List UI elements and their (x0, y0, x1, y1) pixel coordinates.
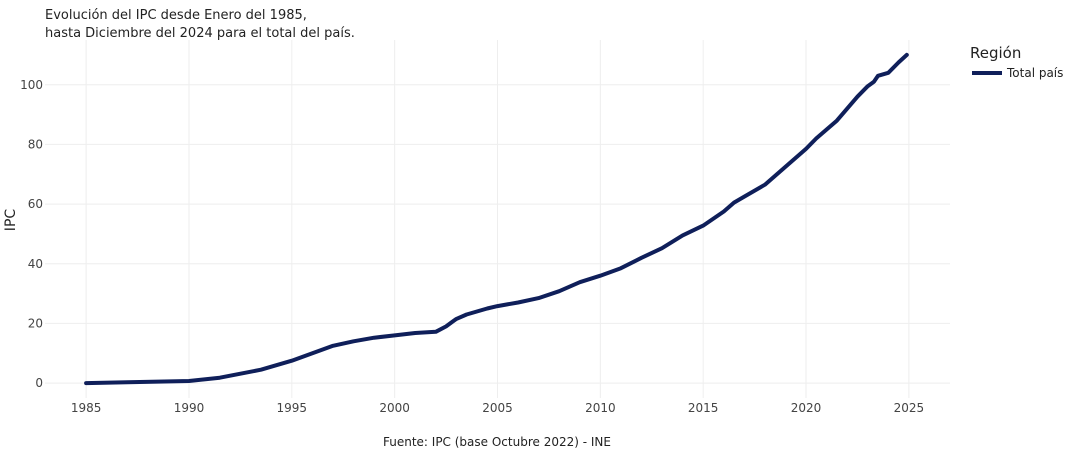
legend-label: Total país (1006, 66, 1063, 80)
x-tick-label: 2005 (482, 401, 513, 415)
y-axis-ticks: 0 20 40 60 80 100 (20, 78, 43, 390)
x-tick-label: 2000 (379, 401, 410, 415)
x-tick-label: 1990 (174, 401, 205, 415)
grid (45, 40, 950, 398)
chart-title-line-1: Evolución del IPC desde Enero del 1985, (45, 8, 307, 23)
series-line-total-pais[interactable] (84, 52, 909, 386)
series-layer (84, 52, 909, 386)
chart-title-line-2: hasta Diciembre del 2024 para el total d… (45, 26, 355, 41)
y-tick-label: 20 (28, 316, 43, 330)
x-tick-label: 1985 (71, 401, 102, 415)
y-tick-label: 0 (35, 376, 43, 390)
chart-caption: Fuente: IPC (base Octubre 2022) - INE (383, 435, 611, 449)
y-tick-label: 60 (28, 197, 43, 211)
x-tick-label: 2010 (585, 401, 616, 415)
x-tick-label: 2015 (688, 401, 719, 415)
x-tick-label: 2020 (791, 401, 822, 415)
x-axis-ticks: 1985 1990 1995 2000 2005 2010 2015 2020 2025 (71, 401, 924, 415)
x-tick-label: 1995 (277, 401, 308, 415)
y-tick-label: 80 (28, 137, 43, 151)
y-axis-title: IPC (3, 209, 19, 232)
x-tick-label: 2025 (894, 401, 925, 415)
y-tick-label: 40 (28, 257, 43, 271)
legend-item-total-pais[interactable]: Total país (972, 66, 1063, 80)
y-tick-label: 100 (20, 78, 43, 92)
legend-title: Región (970, 44, 1021, 62)
